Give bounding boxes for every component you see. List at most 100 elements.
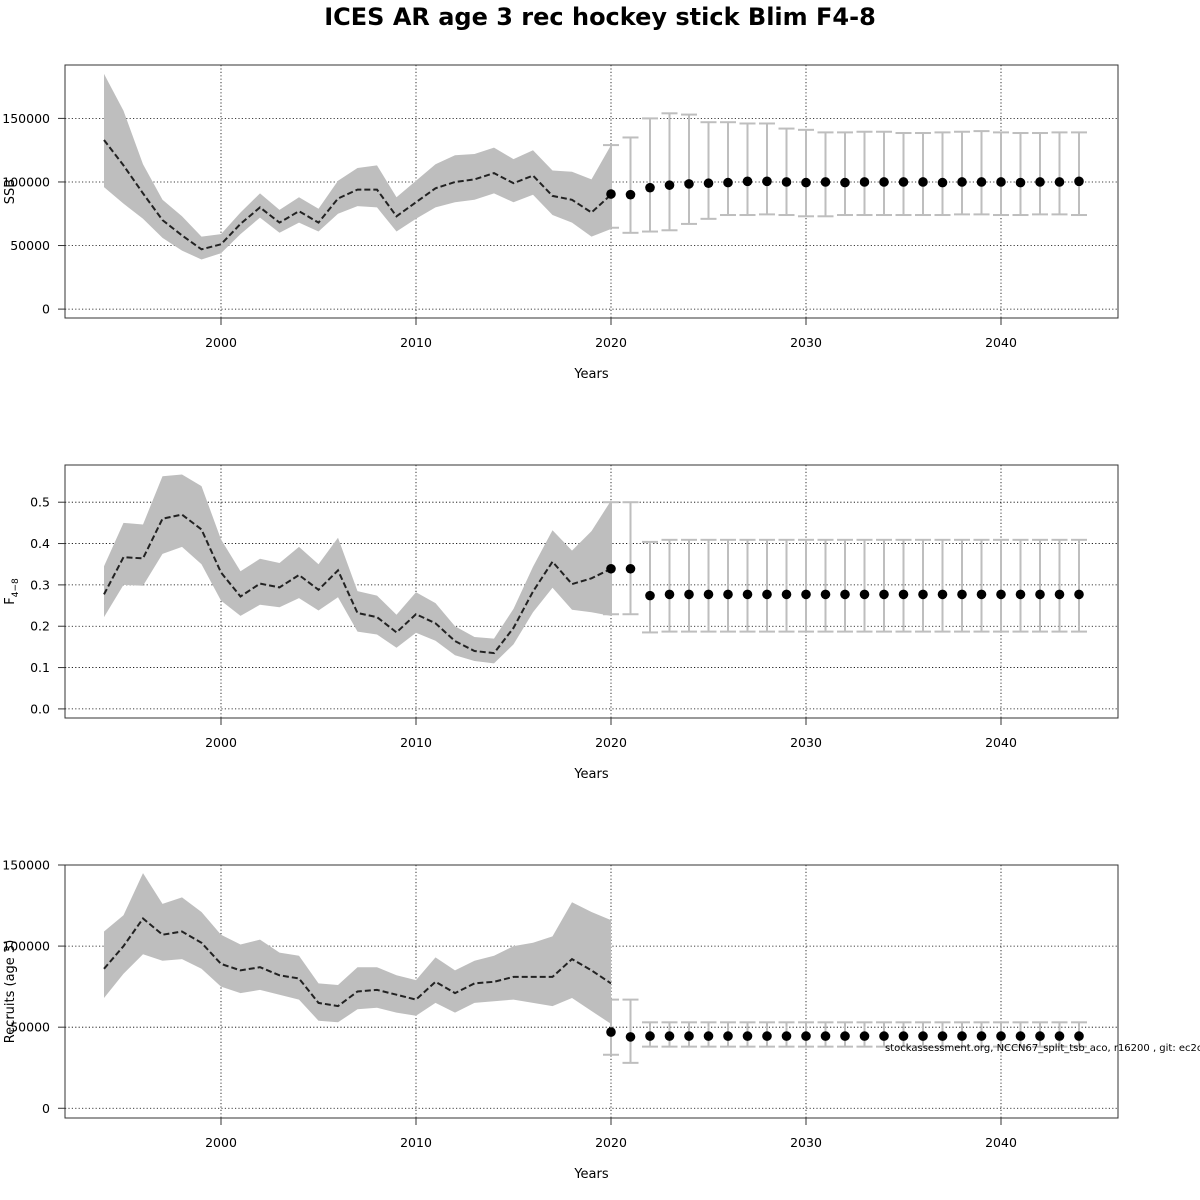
y-tick-label: 100000	[2, 939, 50, 954]
forecast-point	[820, 589, 831, 600]
forecast-point	[1074, 1031, 1084, 1041]
plot-frame	[64, 464, 1119, 719]
forecast-point	[1074, 589, 1084, 600]
y-axis-title-main: F	[3, 597, 18, 604]
forecast-errorbar	[817, 131, 834, 218]
forecast-point	[996, 589, 1006, 600]
forecast-point	[723, 589, 733, 600]
forecast-point	[918, 177, 928, 187]
forecast-point	[801, 589, 811, 600]
x-tick-label: 2030	[790, 735, 822, 750]
forecast-errorbar	[993, 131, 1009, 217]
x-tick-label: 2030	[790, 335, 822, 350]
forecast-errorbar	[817, 538, 834, 633]
forecast-point	[684, 179, 694, 189]
forecast-point	[957, 589, 967, 600]
forecast-errorbar	[759, 122, 775, 216]
forecast-point	[1054, 589, 1065, 600]
y-axis-title: SSB	[3, 179, 18, 204]
forecast-errorbar	[603, 998, 619, 1056]
forecast-point	[664, 1031, 675, 1041]
forecast-errorbar	[856, 130, 873, 217]
forecast-point	[684, 589, 694, 600]
forecast-errorbar	[739, 122, 756, 217]
forecast-point	[762, 1031, 772, 1041]
x-tick-label: 2010	[400, 1135, 432, 1150]
forecast-point	[820, 177, 831, 187]
forecast-errorbar	[876, 538, 892, 633]
forecast-point	[820, 1031, 831, 1041]
forecast-errorbar	[837, 131, 853, 217]
forecast-point	[645, 590, 655, 601]
forecast-point	[996, 177, 1006, 187]
y-tick-label: 0.1	[30, 660, 50, 675]
forecast-errorbar	[1032, 538, 1048, 633]
y-tick-label: 100000	[2, 174, 50, 189]
forecast-point	[703, 178, 714, 189]
x-axis-title: Years	[573, 367, 609, 382]
forecast-errorbar	[622, 136, 639, 234]
y-tick-label: 0.4	[30, 536, 50, 551]
forecast-point	[937, 177, 948, 188]
forecast-errorbar	[603, 501, 619, 616]
y-tick-label: 0	[42, 302, 50, 317]
y-tick-label: 150000	[2, 858, 50, 873]
y-axis-title: F4−8	[3, 578, 21, 605]
forecast-point	[742, 589, 753, 600]
x-tick-label: 2020	[595, 1135, 627, 1150]
confidence-band	[104, 73, 611, 260]
forecast-point	[879, 1031, 889, 1041]
y-axis-title-subscript: 4−8	[11, 578, 21, 597]
x-tick-label: 2010	[400, 735, 432, 750]
forecast-point	[781, 177, 792, 187]
forecast-point	[898, 589, 909, 600]
forecast-point	[1035, 177, 1045, 187]
x-tick-label: 2010	[400, 335, 432, 350]
forecast-errorbar	[778, 127, 795, 217]
forecast-errorbar	[603, 144, 619, 229]
forecast-point	[645, 182, 655, 193]
y-axis-title-main: Recruits (age 3)	[3, 940, 18, 1044]
forecast-errorbar	[915, 132, 931, 217]
x-tick-label: 2040	[985, 735, 1017, 750]
x-tick-label: 2030	[790, 1135, 822, 1150]
panel-ssb: 2000 2010 2020 2030 2040 0 50000 100000 150000 Ye…	[2, 64, 1119, 382]
panel-recruits: 2000 2010 2020 2030 2040 0 50000 100000 150000 Ye…	[2, 858, 1119, 1182]
forecast-point	[957, 177, 967, 187]
forecast-errorbar	[973, 130, 990, 216]
forecast-point	[645, 1031, 655, 1041]
forecast-errorbar	[642, 540, 658, 634]
forecast-point	[976, 1031, 987, 1041]
forecast-errorbar	[720, 538, 736, 633]
forecast-point	[762, 176, 772, 187]
forecast-point	[703, 589, 714, 600]
forecast-point	[957, 1031, 967, 1041]
forecast-point	[801, 177, 811, 188]
forecast-errorbar	[934, 131, 951, 217]
forecast-point	[723, 177, 733, 188]
forecast-point	[625, 1032, 636, 1042]
forecast-point	[1035, 1031, 1045, 1041]
confidence-band	[104, 873, 611, 1024]
forecast-point	[664, 180, 675, 190]
forecast-point	[859, 589, 870, 600]
forecast-errorbar	[954, 538, 970, 633]
forecast-errorbar	[622, 998, 639, 1064]
forecast-point	[625, 189, 636, 200]
forecast-errorbar	[739, 538, 756, 633]
x-tick-label: 2040	[985, 335, 1017, 350]
plot-frame	[64, 64, 1119, 319]
credit-text: stockassessment.org, NCCN67_split_tsb_ac…	[885, 1043, 1200, 1054]
forecast-point	[918, 1031, 928, 1041]
forecast-errorbar	[837, 538, 853, 633]
estimate-line	[103, 139, 612, 251]
forecast-errorbar	[954, 130, 970, 216]
forecast-errorbar	[915, 538, 931, 633]
forecast-errorbar	[622, 501, 639, 616]
forecast-point	[1015, 589, 1026, 600]
forecast-errorbar	[973, 538, 990, 633]
confidence-band	[104, 474, 611, 664]
forecast-point	[937, 589, 948, 600]
forecast-errorbar	[993, 538, 1009, 633]
forecast-point	[762, 589, 772, 600]
